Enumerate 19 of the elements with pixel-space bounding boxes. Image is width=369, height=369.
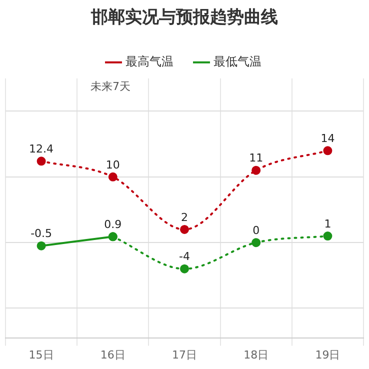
x-tick-label: 15日 [28, 348, 54, 362]
x-tick-label: 18日 [244, 348, 269, 362]
legend-label: 最高气温 [126, 54, 174, 69]
legend-label: 最低气温 [214, 54, 262, 69]
data-label: 10 [106, 158, 120, 172]
data-label: 11 [249, 152, 264, 165]
data-label: 2 [181, 210, 188, 224]
chart-title: 邯郸实况与预报趋势曲线 [90, 8, 278, 28]
data-label: 1 [324, 217, 332, 230]
data-label: 0 [252, 224, 260, 237]
data-label: -4 [179, 250, 190, 264]
data-label: 14 [320, 132, 335, 145]
annotation: 未来7天 [90, 80, 130, 93]
data-label: 12.4 [29, 142, 54, 156]
x-tick-label: 19日 [315, 348, 340, 362]
data-label: 0.9 [104, 218, 122, 232]
x-tick-label: 16日 [100, 348, 126, 362]
x-tick-label: 17日 [172, 348, 197, 362]
data-label: -0.5 [30, 227, 52, 240]
